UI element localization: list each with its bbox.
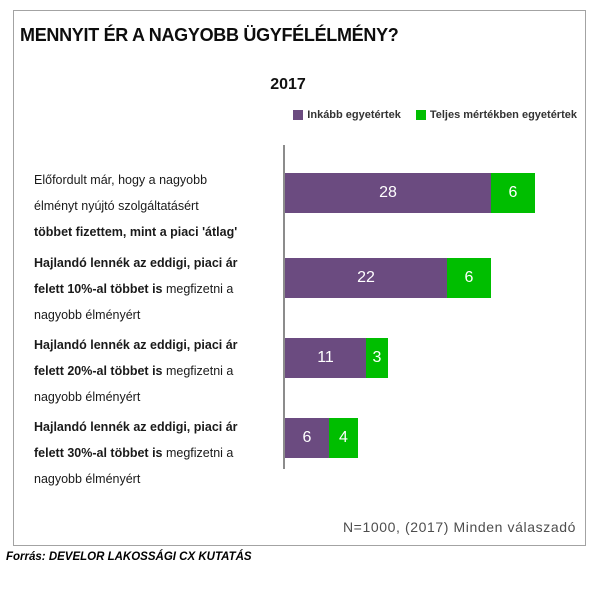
category-label: Előfordult már, hogy a nagyobb élményt ny… xyxy=(34,167,282,245)
category-label-line: felett 20%-al többet is megfizetni a xyxy=(34,364,234,378)
bar-segment: 6 xyxy=(491,173,535,213)
legend-swatch-icon xyxy=(293,110,304,120)
bar-value-label: 28 xyxy=(379,184,397,201)
category-label-line: felett 30%-al többet is megfizetni a xyxy=(34,446,234,460)
category-label-line: nagyobb élményért xyxy=(34,390,141,404)
bar-value-label: 3 xyxy=(372,349,382,366)
bar-segment: 6 xyxy=(447,258,491,298)
category-label-line: nagyobb élményért xyxy=(34,472,141,486)
bar-value-label: 6 xyxy=(508,184,518,201)
bar-row: 22 6 xyxy=(285,258,491,298)
category-label: Hajlandó lennék az eddigi, piaci ár felet… xyxy=(34,250,282,328)
category-label-line: Hajlandó lennék az eddigi, piaci ár xyxy=(34,256,238,270)
legend-swatch-icon xyxy=(415,110,426,120)
legend-item: Teljes mértékben egyetértek xyxy=(415,109,577,121)
category-label: Hajlandó lennék az eddigi, piaci ár felet… xyxy=(34,414,282,492)
footer-note: N=1000, (2017) Minden válaszadó xyxy=(342,519,576,535)
chart-legend: Inkább egyetértek Teljes mértékben egyeté… xyxy=(293,109,577,121)
category-label-line: Előfordult már, hogy a nagyobb xyxy=(34,173,208,187)
bar-segment: 3 xyxy=(366,338,388,378)
category-label-line: többet fizettem, mint a piaci 'átlag' xyxy=(34,225,238,239)
category-label: Hajlandó lennék az eddigi, piaci ár felet… xyxy=(34,332,282,410)
bar-value-label: 11 xyxy=(317,349,334,366)
bar-segment: 4 xyxy=(329,418,358,458)
legend-item: Inkább egyetértek xyxy=(293,109,401,121)
bar-segment: 11 xyxy=(285,338,366,378)
bar-value-label: 4 xyxy=(339,429,348,446)
bar-value-label: 6 xyxy=(302,429,312,446)
category-label-line: felett 10%-al többet is megfizetni a xyxy=(34,282,234,296)
bar-row: 11 3 xyxy=(285,338,388,378)
bar-segment: 28 xyxy=(285,173,491,213)
bar-value-label: 22 xyxy=(357,269,375,286)
legend-label: Teljes mértékben egyetértek xyxy=(429,109,577,121)
category-label-line: élményt nyújtó szolgáltatásért xyxy=(34,199,199,213)
chart-year-title: 2017 xyxy=(270,76,306,93)
category-label-line: Hajlandó lennék az eddigi, piaci ár xyxy=(34,338,238,352)
axis-line xyxy=(283,145,285,469)
bar-segment: 22 xyxy=(285,258,447,298)
source-line: Forrás: DEVELOR LAKOSSÁGI CX KUTATÁS xyxy=(6,551,252,563)
bar-row: 28 6 xyxy=(285,173,535,213)
category-label-line: Hajlandó lennék az eddigi, piaci ár xyxy=(34,420,238,434)
chart-frame: MENNYIT ÉR A NAGYOBB ÜGYFÉLÉLMÉNY? 2017 … xyxy=(13,10,586,546)
category-label-line: nagyobb élményért xyxy=(34,308,141,322)
legend-label: Inkább egyetértek xyxy=(307,109,401,121)
bar-value-label: 6 xyxy=(464,269,474,286)
page-title: MENNYIT ÉR A NAGYOBB ÜGYFÉLÉLMÉNY? xyxy=(20,25,399,45)
bar-segment: 6 xyxy=(285,418,329,458)
